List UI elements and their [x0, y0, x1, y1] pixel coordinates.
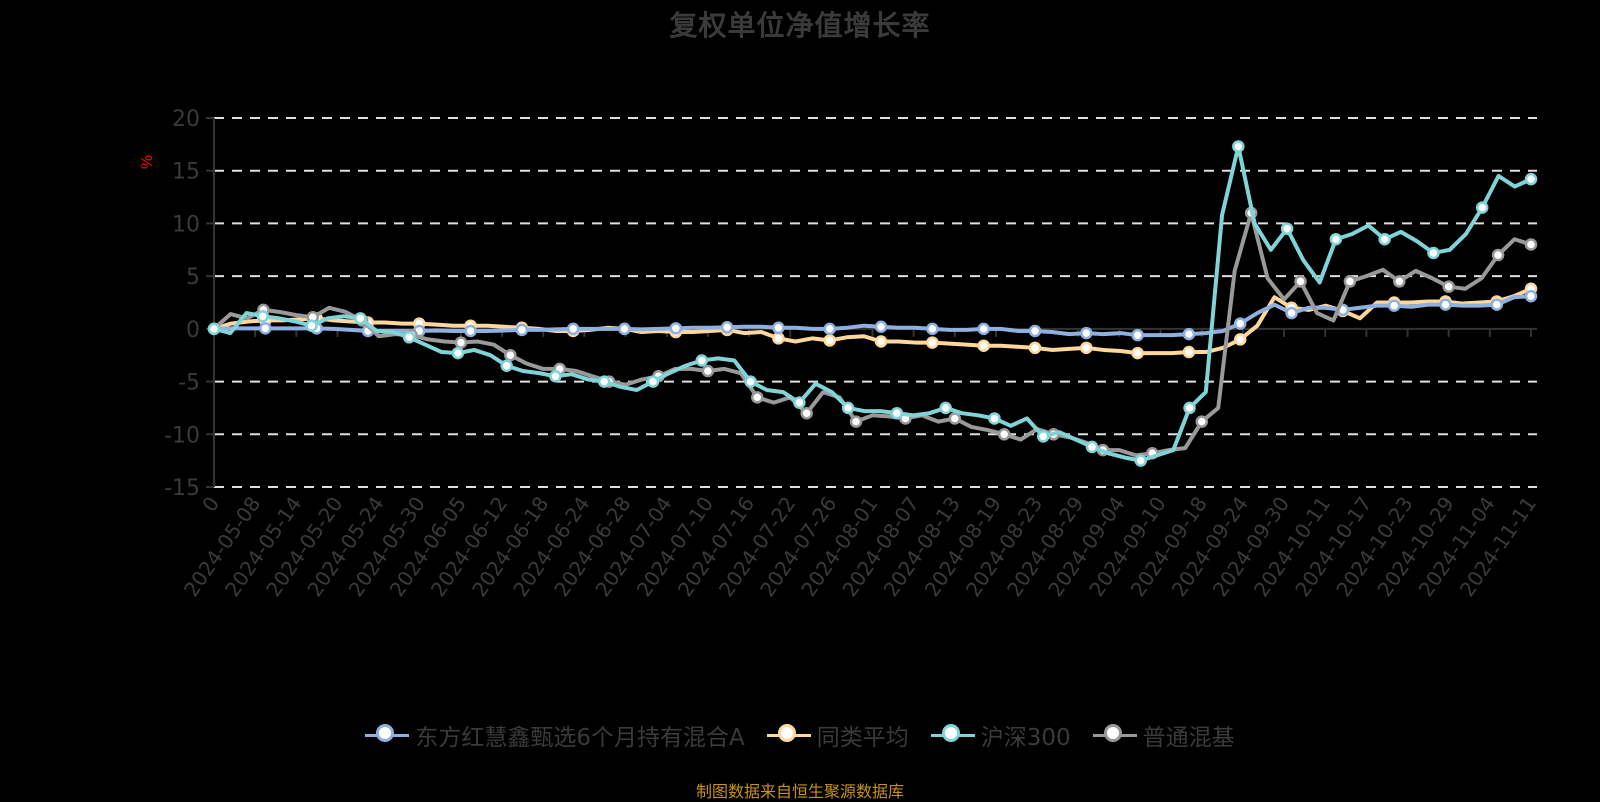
legend-item-csi300[interactable]: 沪深300: [930, 718, 1071, 752]
svg-text:5: 5: [186, 265, 200, 290]
svg-text:0: 0: [186, 318, 200, 343]
svg-text:20: 20: [172, 107, 200, 132]
y-axis: 20 15 10 5 0 -5 -10 -15: [164, 107, 215, 501]
svg-text:15: 15: [172, 160, 200, 185]
legend-label: 沪深300: [980, 725, 1071, 751]
legend-label: 同类平均: [816, 725, 909, 751]
svg-text:-10: -10: [164, 423, 200, 448]
y-axis-unit-label: %: [139, 155, 156, 169]
svg-text:-15: -15: [164, 476, 200, 501]
x-axis: 02024-05-082024-05-142024-05-202024-05-2…: [179, 327, 1541, 601]
legend-item-mixed-fund[interactable]: 普通混基: [1092, 718, 1235, 752]
legend-item-fund[interactable]: 东方红慧鑫甄选6个月持有混合A: [365, 718, 745, 752]
legend-marker-icon: [766, 723, 811, 747]
legend-marker-icon: [930, 723, 975, 747]
svg-text:10: 10: [172, 212, 200, 237]
legend: 东方红慧鑫甄选6个月持有混合A 同类平均 沪深300 普通混基: [0, 718, 1600, 752]
series-lines: [207, 140, 1538, 467]
data-source-footer: 制图数据来自恒生聚源数据库: [695, 782, 904, 801]
legend-label: 普通混基: [1142, 725, 1235, 751]
chart-title: 复权单位净值增长率: [669, 9, 931, 42]
legend-item-peer-average[interactable]: 同类平均: [766, 718, 909, 752]
grid-lines: [214, 117, 1537, 488]
svg-text:0: 0: [197, 492, 224, 516]
svg-text:-5: -5: [178, 371, 200, 396]
legend-marker-icon: [365, 723, 410, 747]
legend-label: 东方红慧鑫甄选6个月持有混合A: [415, 725, 745, 751]
legend-marker-icon: [1092, 723, 1137, 747]
